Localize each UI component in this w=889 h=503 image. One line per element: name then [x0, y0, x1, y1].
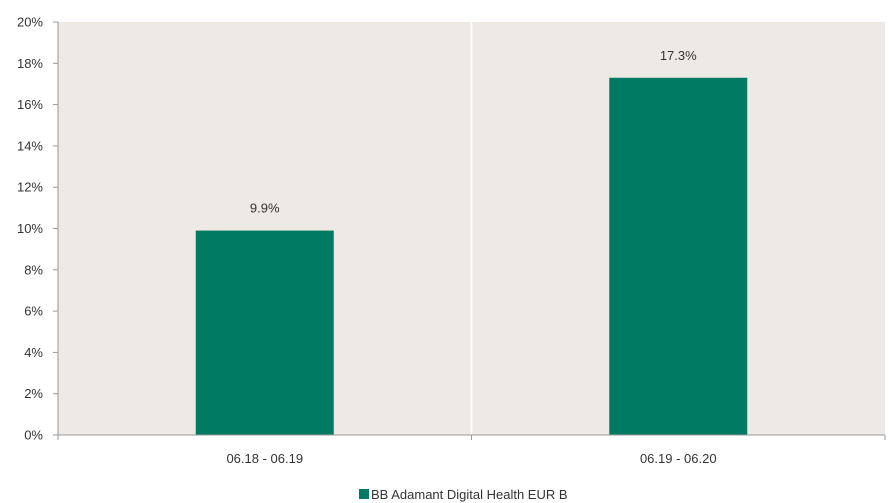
- y-tick-label: 12%: [17, 180, 43, 195]
- legend: BB Adamant Digital Health EUR B: [359, 487, 568, 502]
- data-label: 9.9%: [250, 201, 280, 216]
- y-tick-label: 10%: [17, 221, 43, 236]
- y-tick-label: 8%: [24, 262, 43, 277]
- y-tick-label: 14%: [17, 138, 43, 153]
- x-category-label: 06.19 - 06.20: [640, 451, 717, 466]
- x-category-label: 06.18 - 06.19: [226, 451, 303, 466]
- y-tick-label: 16%: [17, 97, 43, 112]
- y-tick-label: 18%: [17, 56, 43, 71]
- y-tick-label: 2%: [24, 386, 43, 401]
- y-tick-label: 0%: [24, 428, 43, 443]
- y-tick-label: 4%: [24, 345, 43, 360]
- legend-swatch: [359, 489, 369, 499]
- data-label: 17.3%: [660, 48, 697, 63]
- bar: [609, 77, 748, 435]
- bar: [195, 230, 334, 435]
- legend-label: BB Adamant Digital Health EUR B: [371, 487, 568, 502]
- y-tick-label: 20%: [17, 15, 43, 30]
- y-tick-label: 6%: [24, 304, 43, 319]
